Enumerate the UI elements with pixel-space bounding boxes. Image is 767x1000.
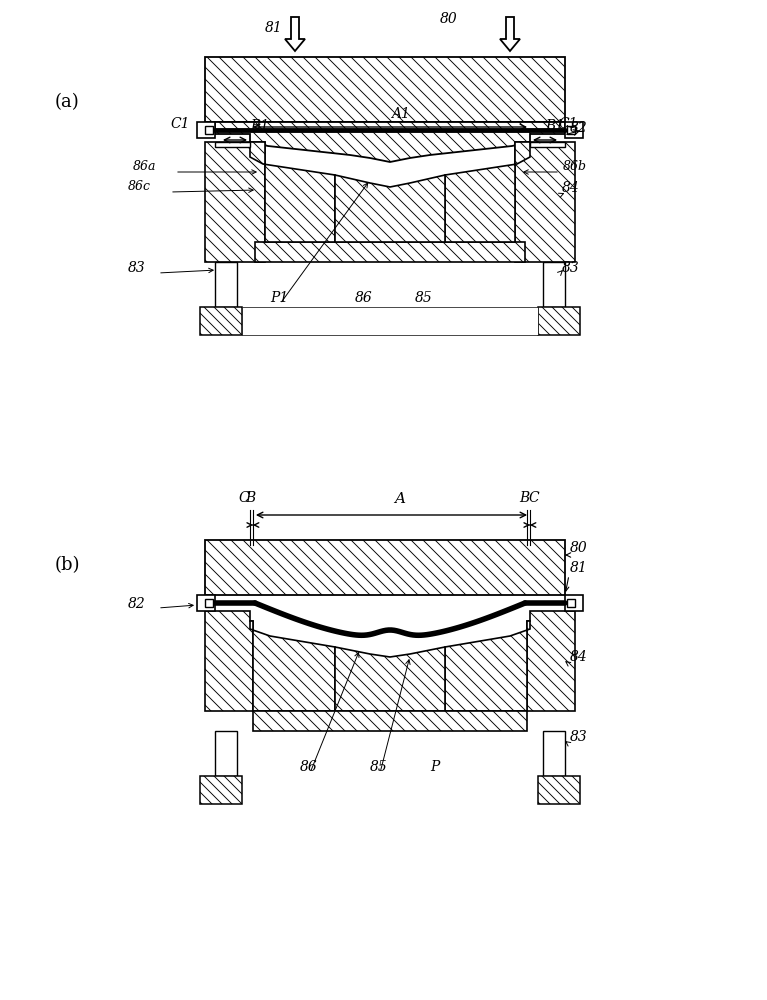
Polygon shape [205, 540, 565, 595]
Text: 84: 84 [570, 650, 588, 664]
Text: B: B [519, 491, 529, 505]
Polygon shape [215, 731, 237, 776]
Bar [567, 599, 575, 607]
Text: 85: 85 [415, 291, 433, 305]
Text: 80: 80 [440, 12, 458, 26]
Polygon shape [285, 17, 305, 51]
Text: 83: 83 [562, 261, 580, 275]
Text: 86b: 86b [563, 160, 587, 173]
Polygon shape [250, 142, 335, 242]
Text: 81: 81 [265, 21, 283, 35]
Polygon shape [543, 262, 565, 307]
Polygon shape [253, 711, 527, 731]
Text: 81: 81 [570, 561, 588, 575]
Text: C: C [528, 491, 538, 505]
Polygon shape [543, 731, 565, 776]
Polygon shape [255, 242, 525, 262]
Text: B1: B1 [250, 119, 269, 133]
Text: 86c: 86c [128, 180, 151, 193]
Bar [197, 122, 215, 138]
Text: A: A [394, 492, 406, 506]
Polygon shape [538, 776, 580, 804]
Polygon shape [445, 621, 530, 711]
Polygon shape [200, 776, 242, 804]
Text: (b): (b) [55, 556, 81, 574]
Text: 86a: 86a [133, 160, 156, 173]
Polygon shape [527, 611, 575, 711]
Text: 83: 83 [570, 730, 588, 744]
Polygon shape [205, 57, 565, 122]
Polygon shape [215, 122, 565, 162]
Text: P1: P1 [270, 291, 288, 305]
Text: 85: 85 [370, 760, 388, 774]
Text: 83: 83 [128, 261, 146, 275]
Text: 82: 82 [128, 597, 146, 611]
Polygon shape [200, 307, 242, 335]
Bar [565, 595, 583, 611]
Polygon shape [500, 17, 520, 51]
Polygon shape [335, 175, 445, 242]
Text: 82: 82 [570, 121, 588, 135]
Bar [565, 122, 583, 138]
Polygon shape [205, 142, 265, 262]
Polygon shape [538, 307, 580, 335]
Polygon shape [515, 142, 575, 262]
Text: 84: 84 [562, 181, 580, 195]
Text: 80: 80 [570, 541, 588, 555]
Bar [197, 595, 215, 611]
Polygon shape [215, 142, 250, 147]
Text: A1: A1 [390, 107, 410, 121]
Polygon shape [215, 262, 237, 307]
Text: B1: B1 [545, 119, 564, 133]
Text: (a): (a) [55, 93, 80, 111]
Polygon shape [445, 142, 530, 242]
Text: B: B [245, 491, 255, 505]
Text: C1: C1 [558, 117, 578, 131]
Polygon shape [205, 611, 253, 711]
Polygon shape [530, 142, 565, 147]
Bar [205, 599, 213, 607]
Text: 86: 86 [300, 760, 318, 774]
Bar [567, 126, 575, 134]
Polygon shape [335, 647, 445, 711]
Text: C1: C1 [170, 117, 189, 131]
Bar [205, 126, 213, 134]
Polygon shape [242, 307, 538, 335]
Text: 86: 86 [355, 291, 373, 305]
Text: P: P [430, 760, 439, 774]
Polygon shape [250, 621, 335, 711]
Text: C: C [238, 491, 249, 505]
